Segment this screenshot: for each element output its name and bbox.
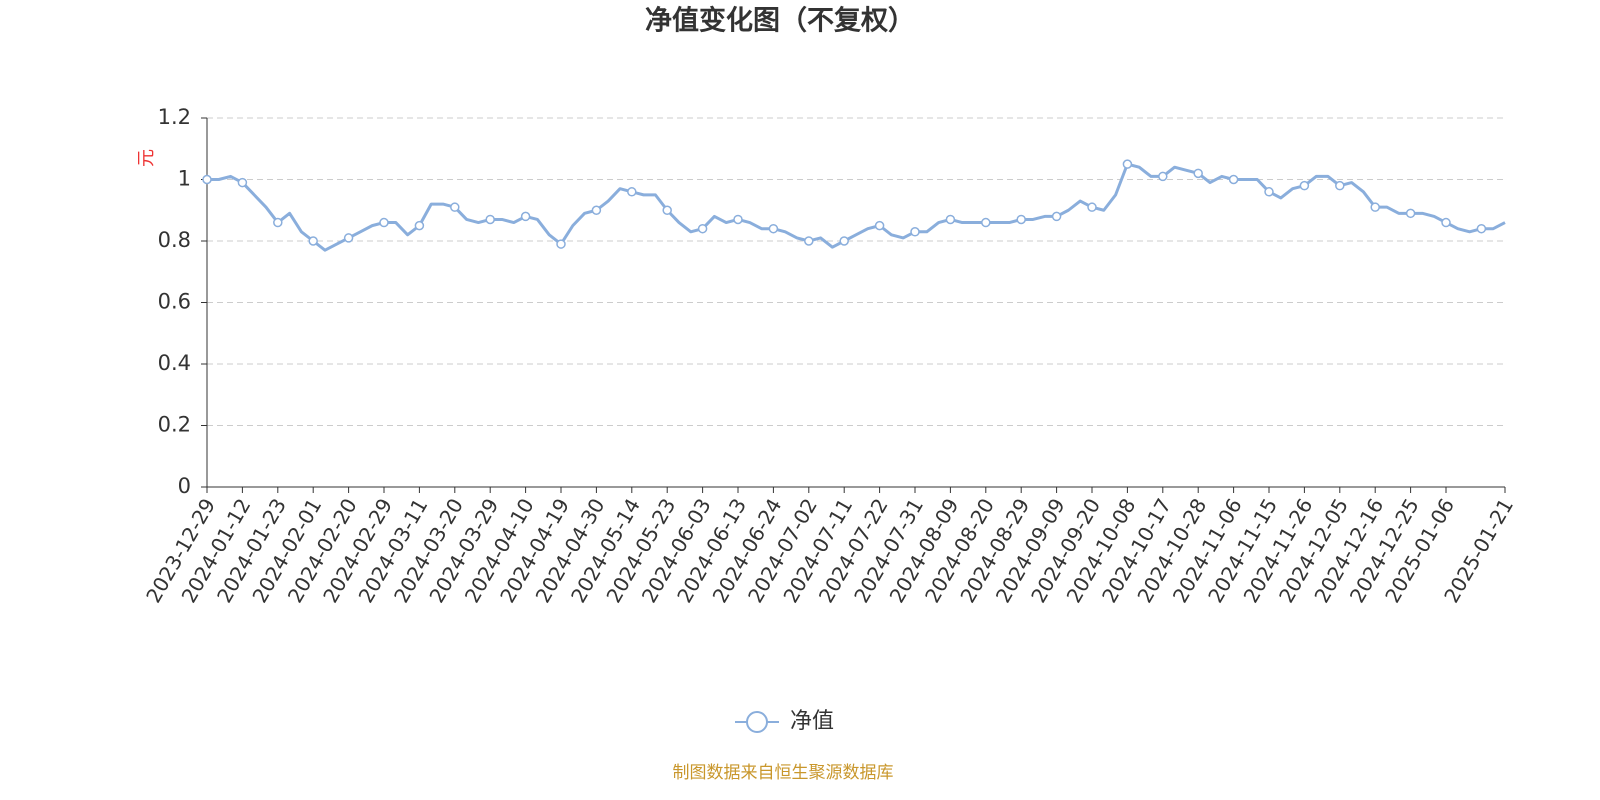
point-marker bbox=[839, 236, 849, 246]
point-marker bbox=[520, 211, 531, 222]
y-tick-label: 0.4 bbox=[158, 351, 191, 375]
point-marker bbox=[414, 220, 425, 231]
point-marker bbox=[1051, 211, 1062, 222]
point-marker bbox=[450, 202, 460, 212]
point-marker bbox=[1193, 168, 1203, 179]
point-marker bbox=[1122, 159, 1133, 169]
point-marker bbox=[237, 177, 248, 188]
point-marker bbox=[874, 220, 885, 231]
series-line bbox=[207, 162, 1506, 252]
point-marker bbox=[308, 236, 318, 246]
point-marker bbox=[1228, 174, 1239, 185]
point-marker bbox=[1299, 180, 1310, 191]
point-marker bbox=[768, 223, 779, 234]
point-marker bbox=[733, 214, 743, 225]
point-marker bbox=[945, 214, 956, 225]
point-marker bbox=[556, 239, 566, 249]
point-marker bbox=[1405, 208, 1416, 219]
y-tick-label: 1.2 bbox=[158, 105, 191, 129]
point-marker bbox=[273, 217, 283, 228]
point-marker bbox=[910, 227, 920, 237]
point-marker bbox=[379, 217, 389, 228]
point-marker bbox=[485, 214, 495, 225]
y-tick-label: 0.8 bbox=[158, 228, 191, 252]
y-tick-label: 0.6 bbox=[158, 290, 191, 314]
legend-label: 净值 bbox=[790, 709, 834, 734]
point-marker bbox=[1476, 223, 1487, 234]
point-marker bbox=[1370, 202, 1380, 212]
legend-marker bbox=[746, 711, 768, 733]
source-note: 制图数据来自恒生聚源数据库 bbox=[673, 763, 894, 783]
point-marker bbox=[697, 223, 708, 234]
point-marker bbox=[627, 187, 637, 197]
point-marker bbox=[1087, 202, 1097, 212]
point-marker bbox=[1335, 180, 1345, 191]
point-marker bbox=[1264, 187, 1274, 197]
point-marker bbox=[981, 217, 991, 228]
point-marker bbox=[804, 236, 814, 246]
y-tick-label: 0 bbox=[178, 474, 191, 498]
point-marker bbox=[343, 233, 354, 243]
chart-title: 净值变化图（不复权） bbox=[645, 5, 915, 37]
y-tick-label: 1 bbox=[178, 167, 191, 191]
point-marker bbox=[662, 205, 672, 215]
point-marker bbox=[1158, 171, 1168, 182]
point-marker bbox=[1016, 214, 1026, 225]
y-tick-label: 0.2 bbox=[158, 413, 191, 437]
y-axis-label: 元 bbox=[136, 149, 157, 167]
point-marker bbox=[1441, 217, 1451, 228]
point-marker bbox=[591, 205, 602, 215]
point-marker bbox=[202, 174, 212, 185]
